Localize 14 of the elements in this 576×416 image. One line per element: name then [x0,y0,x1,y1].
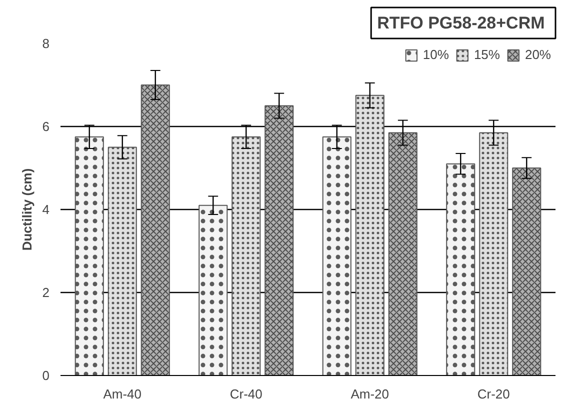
y-tick-label: 2 [42,285,50,300]
y-tick-label: 6 [42,119,50,134]
legend-label: 20% [524,47,551,62]
legend-label: 10% [422,47,449,62]
x-tick-label: Cr-40 [230,386,262,402]
y-tick-label: 8 [42,36,50,51]
x-tick-label: Cr-20 [477,386,510,402]
y-tick-label: 0 [42,368,50,383]
chart-title: RTFO PG58-28+CRM [377,14,545,32]
y-axis-title: Ductility (cm) [19,168,34,251]
x-tick-label: Am-20 [350,386,390,402]
legend-label: 15% [474,47,500,62]
y-tick-label: 4 [42,202,50,217]
x-tick-label: Am-40 [103,386,142,402]
